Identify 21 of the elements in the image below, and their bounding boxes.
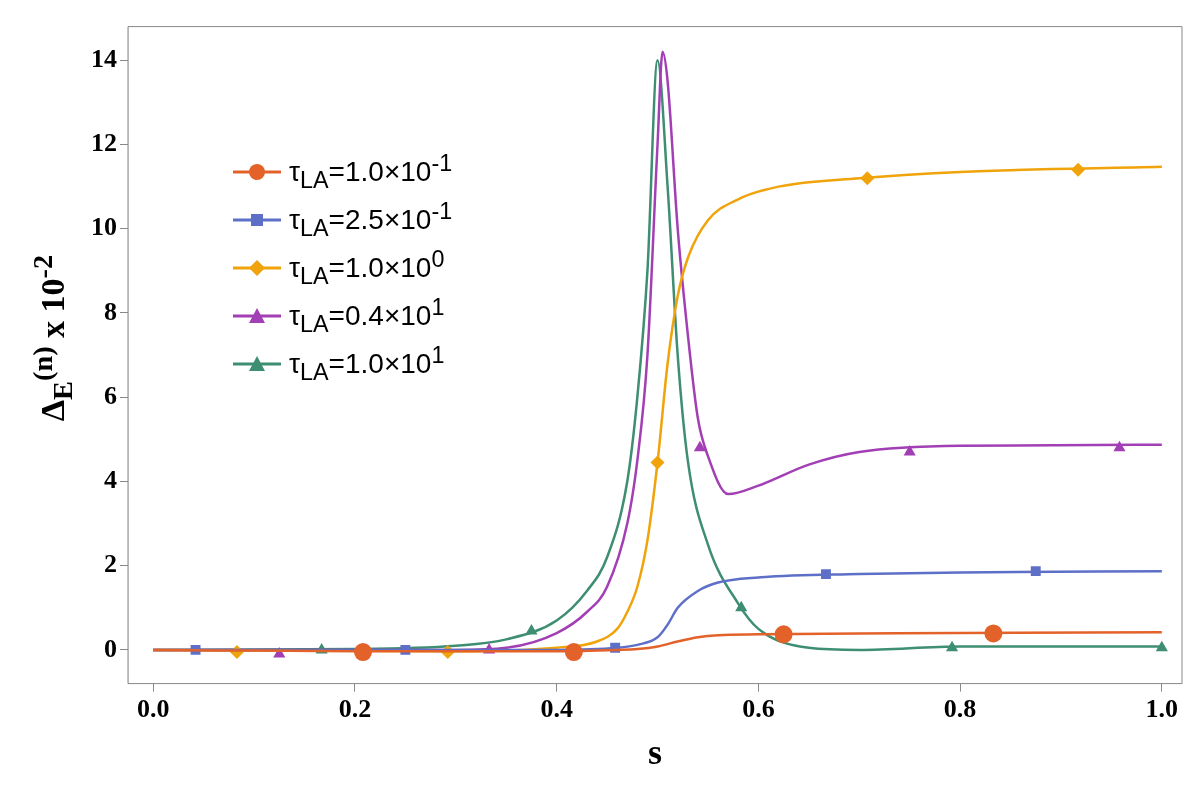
x-tick-label: 0.4: [540, 693, 573, 723]
x-tick-label: 0.2: [338, 693, 372, 723]
y-tick-label: 10: [91, 212, 117, 242]
legend-label: τ$_{LA}$=1.0×10$^{1}$: [289, 342, 445, 386]
legend-label: τ$_{LA}$=2.5×10$^{-1}$: [289, 198, 453, 242]
legend-label: τ$_{LA}$=1.0×10$^{-1}$: [289, 150, 453, 194]
y-tick-label: 2: [104, 549, 117, 579]
point: [693, 440, 706, 452]
x-tick-label: 1.0: [1145, 693, 1179, 723]
y-tick-label: 0: [104, 633, 117, 663]
y-tick-label: 6: [104, 380, 117, 410]
y-tick-label: 12: [91, 128, 117, 158]
legend-label: τ$_{LA}$=0.4×10$^{1}$: [289, 294, 445, 338]
y-tick-label: 8: [104, 296, 117, 326]
x-axis-title: s: [647, 731, 663, 772]
x-tick-label: 0.8: [943, 693, 977, 723]
x-tick-label: 0.0: [136, 693, 170, 723]
x-tick-label: 0.6: [742, 693, 775, 723]
y-tick-label: 14: [91, 44, 117, 74]
legend-label: τ$_{LA}$=1.0×10$^{0}$: [289, 246, 445, 290]
y-tick-label: 4: [104, 465, 117, 495]
